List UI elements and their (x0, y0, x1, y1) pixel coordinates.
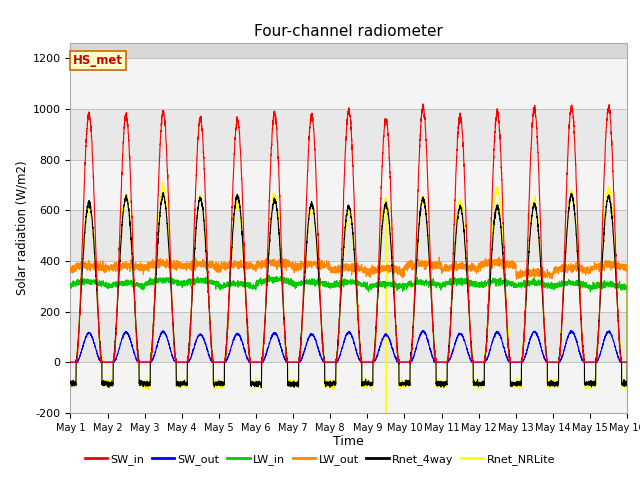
Text: HS_met: HS_met (73, 54, 123, 67)
Bar (70, 261, 627, 312)
Bar (70, 312, 627, 362)
Bar (70, 160, 627, 210)
X-axis label: Time: Time (333, 435, 364, 448)
Bar (70, 109, 627, 160)
Legend: SW_in, SW_out, LW_in, LW_out, Rnet_4way, Rnet_NRLite: SW_in, SW_out, LW_in, LW_out, Rnet_4way,… (80, 450, 560, 469)
Bar (70, 362, 627, 413)
Bar (70, 59, 627, 109)
Title: Four-channel radiometer: Four-channel radiometer (254, 24, 444, 39)
Y-axis label: Solar radiation (W/m2): Solar radiation (W/m2) (15, 161, 28, 295)
Bar (70, 210, 627, 261)
